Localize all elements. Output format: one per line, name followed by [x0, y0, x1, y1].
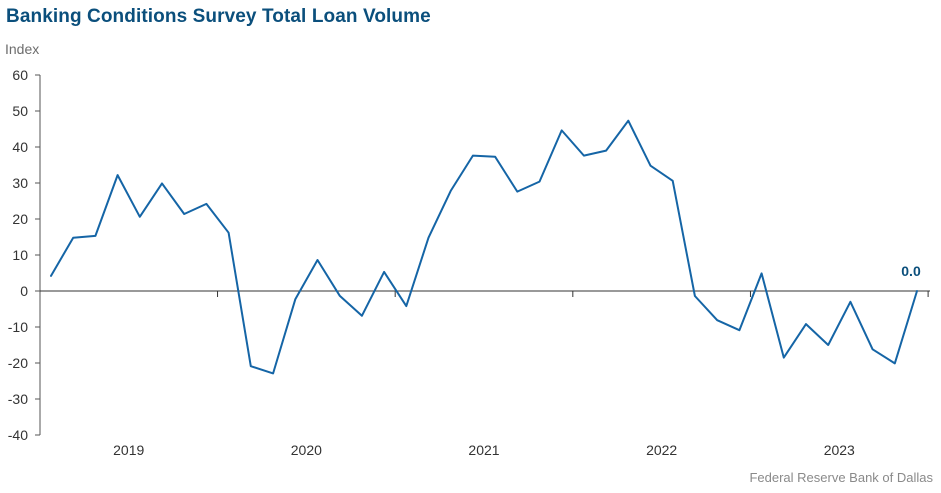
data-point [827, 344, 829, 346]
data-point [494, 156, 496, 158]
x-tick-label: 2019 [113, 442, 144, 458]
data-point [116, 174, 118, 176]
y-tick-label: 20 [12, 211, 28, 227]
data-point [427, 237, 429, 239]
y-tick-label: 50 [12, 103, 28, 119]
data-point [383, 271, 385, 273]
data-point [405, 305, 407, 307]
data-point [672, 180, 674, 182]
data-point [449, 190, 451, 192]
data-point [183, 213, 185, 215]
data-point [649, 165, 651, 167]
y-tick-label: -40 [8, 427, 28, 443]
data-point [205, 203, 207, 205]
data-point [50, 275, 52, 277]
data-point [916, 290, 918, 292]
data-point [716, 319, 718, 321]
y-tick-label: 0 [20, 283, 28, 299]
y-tick-label: 40 [12, 139, 28, 155]
data-point [738, 329, 740, 331]
data-point [871, 348, 873, 350]
x-tick-label: 2021 [468, 442, 499, 458]
data-point [605, 149, 607, 151]
plot-area: 0.0 [50, 119, 921, 375]
data-point [849, 301, 851, 303]
data-point [294, 298, 296, 300]
y-tick-label: -20 [8, 355, 28, 371]
data-label: 0.0 [901, 263, 921, 279]
data-point [139, 216, 141, 218]
data-point [805, 323, 807, 325]
data-point [783, 356, 785, 358]
data-point [272, 372, 274, 374]
data-point [72, 237, 74, 239]
data-point [94, 235, 96, 237]
data-point [894, 362, 896, 364]
x-tick-label: 2022 [646, 442, 677, 458]
y-tick-label: -30 [8, 391, 28, 407]
x-tick-label: 2020 [291, 442, 322, 458]
data-point [227, 231, 229, 233]
data-point [760, 272, 762, 274]
data-point [316, 259, 318, 261]
data-point [250, 365, 252, 367]
data-point [538, 180, 540, 182]
x-tick-label: 2023 [824, 442, 855, 458]
chart-title: Banking Conditions Survey Total Loan Vol… [6, 6, 431, 27]
source-note: Federal Reserve Bank of Dallas [749, 470, 933, 485]
axes: -40 -30 -20 -10 0 10 20 30 40 50 60 2019 2020 2021 202… [8, 67, 930, 458]
data-point [627, 120, 629, 122]
data-point [338, 294, 340, 296]
data-point [361, 315, 363, 317]
data-point [694, 295, 696, 297]
data-point [583, 154, 585, 156]
series-line [50, 119, 918, 375]
y-tick-label: 60 [12, 67, 28, 83]
y-tick-label: -10 [8, 319, 28, 335]
data-point [516, 190, 518, 192]
data-point [561, 129, 563, 131]
y-tick-label: 10 [12, 247, 28, 263]
data-point [472, 154, 474, 156]
y-tick-label: 30 [12, 175, 28, 191]
y-axis-label: Index [5, 41, 40, 57]
data-point [161, 182, 163, 184]
